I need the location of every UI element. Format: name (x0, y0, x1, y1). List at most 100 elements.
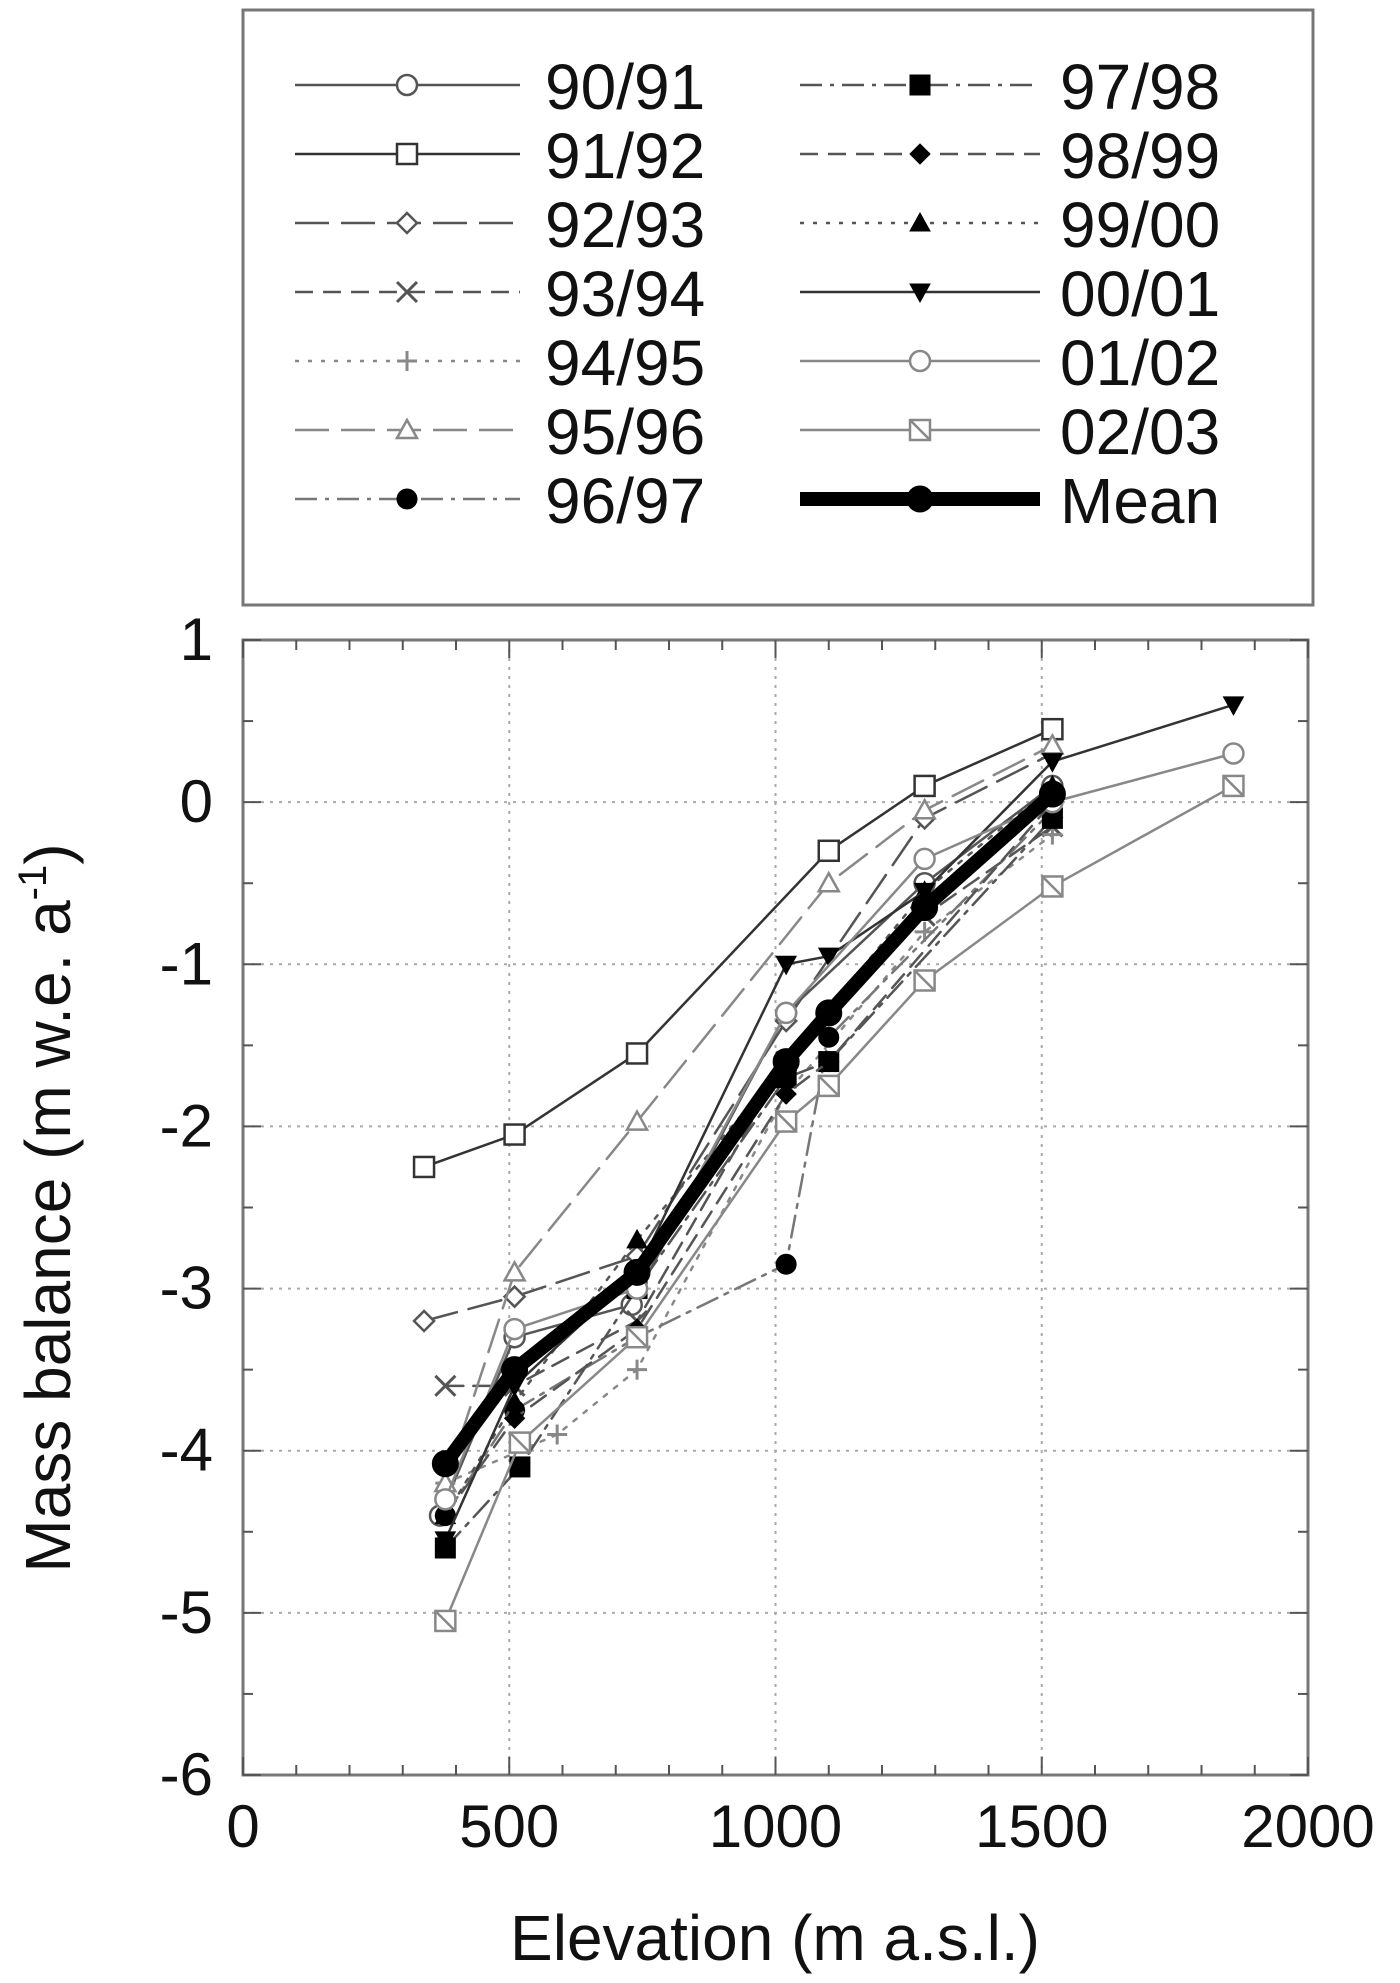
legend-marker (397, 351, 417, 371)
y-axis-label-close: ) (12, 843, 84, 864)
data-point (815, 999, 843, 1027)
data-point (913, 847, 936, 871)
legend-label: 99/00 (1060, 189, 1220, 261)
data-point (1222, 696, 1245, 716)
x-axis-label: Elevation (m a.s.l.) (510, 1902, 1040, 1974)
data-point (627, 1359, 648, 1380)
data-point (1222, 774, 1245, 798)
legend-item: Mean (800, 465, 1220, 537)
data-point (503, 1123, 526, 1146)
data-point (772, 1048, 800, 1076)
data-point (626, 1228, 648, 1249)
legend-item: 95/96 (295, 396, 705, 468)
data-point (774, 1001, 798, 1025)
y-tick-label: -5 (160, 1579, 213, 1646)
legend-marker (395, 211, 419, 235)
data-point (817, 947, 840, 968)
y-tick-label: -4 (160, 1417, 213, 1484)
legend-item: 00/01 (800, 258, 1220, 330)
legend-item: 02/03 (800, 396, 1220, 468)
data-point (625, 1042, 649, 1065)
legend-label: 96/97 (545, 465, 705, 537)
ticks (242, 639, 1309, 1776)
legend-item: 94/95 (295, 327, 705, 399)
data-point (508, 1431, 532, 1454)
series-line (444, 809, 1054, 1517)
legend-label: 97/98 (1060, 51, 1220, 123)
tick-labels: 0 500 1000 1500 2000 1 0 -1 -2 -3 -4 -5 -6 (160, 606, 1375, 1860)
legend-label: 00/01 (1060, 258, 1220, 330)
y-axis-label-sup: -1 (11, 865, 55, 901)
x-tick-label: 2000 (1241, 1793, 1374, 1860)
legend-marker (908, 349, 932, 373)
legend-item: 90/91 (295, 51, 705, 123)
legend-marker (909, 143, 931, 165)
y-tick-label: 0 (180, 768, 213, 835)
data-point (503, 1317, 526, 1341)
series-02-03 (434, 774, 1245, 1633)
legend-item: 92/93 (295, 189, 705, 261)
data-point (817, 1074, 840, 1098)
legend-label: Mean (1060, 465, 1220, 537)
legend-label: 95/96 (545, 396, 705, 468)
legend-item: 93/94 (295, 258, 705, 330)
data-point (913, 882, 936, 903)
y-tick-label: -1 (160, 930, 213, 997)
series-line (422, 727, 1054, 1169)
data-point (913, 969, 936, 992)
legend-label: 02/03 (1060, 396, 1220, 468)
data-point (624, 1108, 650, 1131)
legend-marker (395, 73, 419, 97)
legend-marker (909, 74, 931, 96)
data-point (775, 955, 797, 976)
legend-label: 92/93 (545, 189, 705, 261)
legend-marker (394, 417, 420, 440)
legend-marker (909, 211, 931, 232)
x-tick-label: 1000 (709, 1793, 842, 1860)
data-point (625, 1325, 649, 1349)
legend-marker (395, 142, 419, 166)
data-point (911, 894, 939, 922)
x-tick-label: 1500 (975, 1793, 1108, 1860)
data-point (434, 1531, 457, 1551)
legend-label: 91/92 (545, 120, 705, 192)
legend-marker (909, 283, 931, 304)
series-line (444, 833, 1054, 1485)
y-tick-label: -6 (160, 1741, 213, 1808)
data-point (818, 1026, 840, 1048)
legend-label: 93/94 (545, 258, 705, 330)
data-point (623, 1258, 651, 1286)
legend-item: 98/99 (800, 120, 1220, 192)
y-tick-label: 1 (180, 606, 213, 673)
legend-marker (906, 485, 934, 513)
data-point (412, 1309, 436, 1333)
data-point (1038, 780, 1066, 808)
series-line (444, 744, 1054, 1485)
legend-box (241, 8, 1315, 607)
x-tick-label: 0 (226, 1793, 259, 1860)
data-point (434, 1374, 457, 1397)
data-point (913, 774, 936, 798)
data-point (912, 797, 937, 820)
series-line (444, 784, 1235, 1623)
legend-item: 99/00 (800, 189, 1220, 261)
legend-label: 90/91 (545, 51, 705, 123)
data-point (431, 1450, 459, 1478)
series-line (422, 752, 1054, 1323)
data-point (816, 870, 841, 893)
data-point (503, 1391, 526, 1411)
series-line (444, 703, 1235, 1542)
data-point (501, 1356, 529, 1384)
x-tick-label: 500 (459, 1793, 559, 1860)
y-axis-label-main: Mass balance (m w.e. a (12, 900, 84, 1573)
y-tick-label: -3 (160, 1255, 213, 1322)
legend-label: 94/95 (545, 327, 705, 399)
legend-item: 91/92 (295, 120, 705, 192)
data-point (1041, 753, 1064, 773)
data-point (1222, 742, 1245, 765)
data-point (1041, 875, 1064, 898)
series-line (444, 800, 1054, 1517)
y-tick-label: -2 (160, 1092, 213, 1159)
